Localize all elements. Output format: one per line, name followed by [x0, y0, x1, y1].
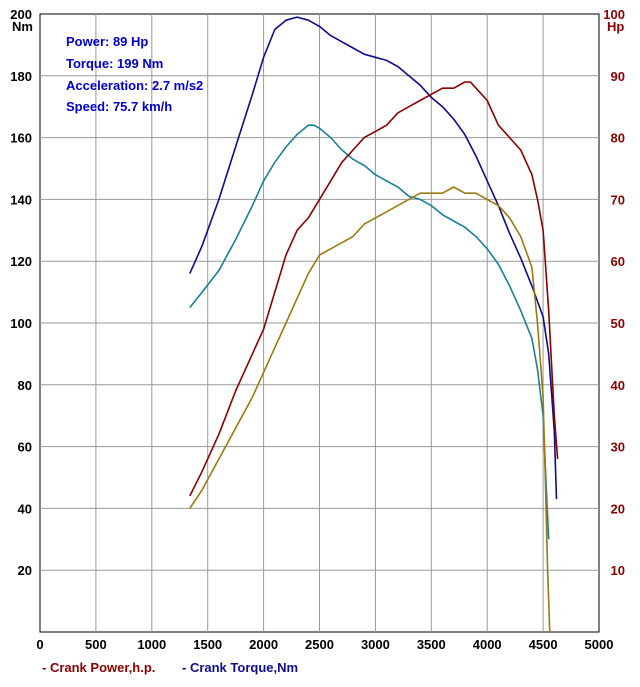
teal-line [189, 124, 550, 540]
grid [40, 14, 599, 632]
y-left-tick-label: 100 [10, 316, 32, 331]
x-tick-label: 4500 [529, 637, 558, 652]
y-right-tick-label: 80 [611, 131, 625, 146]
y-left-tick-label: 120 [10, 254, 32, 269]
y-left-tick-label: 20 [18, 563, 32, 578]
y-left-tick-label: 200 [10, 7, 32, 22]
y-right-tick-label: 70 [611, 192, 625, 207]
y-left-tick-label: 40 [18, 501, 32, 516]
y-left-tick-label: 180 [10, 69, 32, 84]
y-right-tick-label: 50 [611, 316, 625, 331]
x-tick-label: 5000 [585, 637, 614, 652]
x-tick-label: 4000 [473, 637, 502, 652]
y-left-tick-label: 80 [18, 378, 32, 393]
axis-labels: 0 500 1000 1500 2000 2500 3000 3500 4000 4500 5000… [10, 7, 625, 652]
info-power: Power: 89 Hp [66, 34, 148, 49]
legend-crank-power: - Crank Power,h.p. [42, 660, 155, 675]
x-tick-label: 500 [85, 637, 107, 652]
x-tick-label: 3000 [361, 637, 390, 652]
info-acceleration: Acceleration: 2.7 m/s2 [66, 78, 203, 93]
series-lines [189, 16, 559, 633]
x-tick-label: 3500 [417, 637, 446, 652]
left-axis-unit: Nm [12, 19, 33, 34]
y-right-tick-label: 60 [611, 254, 625, 269]
y-left-tick-label: 160 [10, 131, 32, 146]
y-right-tick-label: 30 [611, 440, 625, 455]
info-box: Power: 89 Hp Torque: 199 Nm Acceleration… [66, 34, 203, 114]
y-left-tick-label: 140 [10, 192, 32, 207]
legend-crank-torque: - Crank Torque,Nm [182, 660, 298, 675]
x-tick-label: 2000 [249, 637, 278, 652]
y-right-tick-label: 100 [603, 7, 625, 22]
olive-line [189, 186, 551, 633]
info-torque: Torque: 199 Nm [66, 56, 163, 71]
power-line [189, 81, 559, 497]
y-left-tick-label: 60 [18, 440, 32, 455]
y-right-tick-label: 90 [611, 69, 625, 84]
right-axis-unit: Hp [607, 19, 624, 34]
x-tick-label: 1000 [137, 637, 166, 652]
y-right-tick-label: 40 [611, 378, 625, 393]
x-tick-label: 2500 [305, 637, 334, 652]
y-right-tick-label: 10 [611, 563, 625, 578]
x-tick-label: 0 [36, 637, 43, 652]
info-speed: Speed: 75.7 km/h [66, 99, 172, 114]
legend: - Crank Power,h.p. - Crank Torque,Nm [42, 660, 298, 675]
x-tick-label: 1500 [193, 637, 222, 652]
torque-line [189, 16, 558, 500]
y-right-tick-label: 20 [611, 501, 625, 516]
